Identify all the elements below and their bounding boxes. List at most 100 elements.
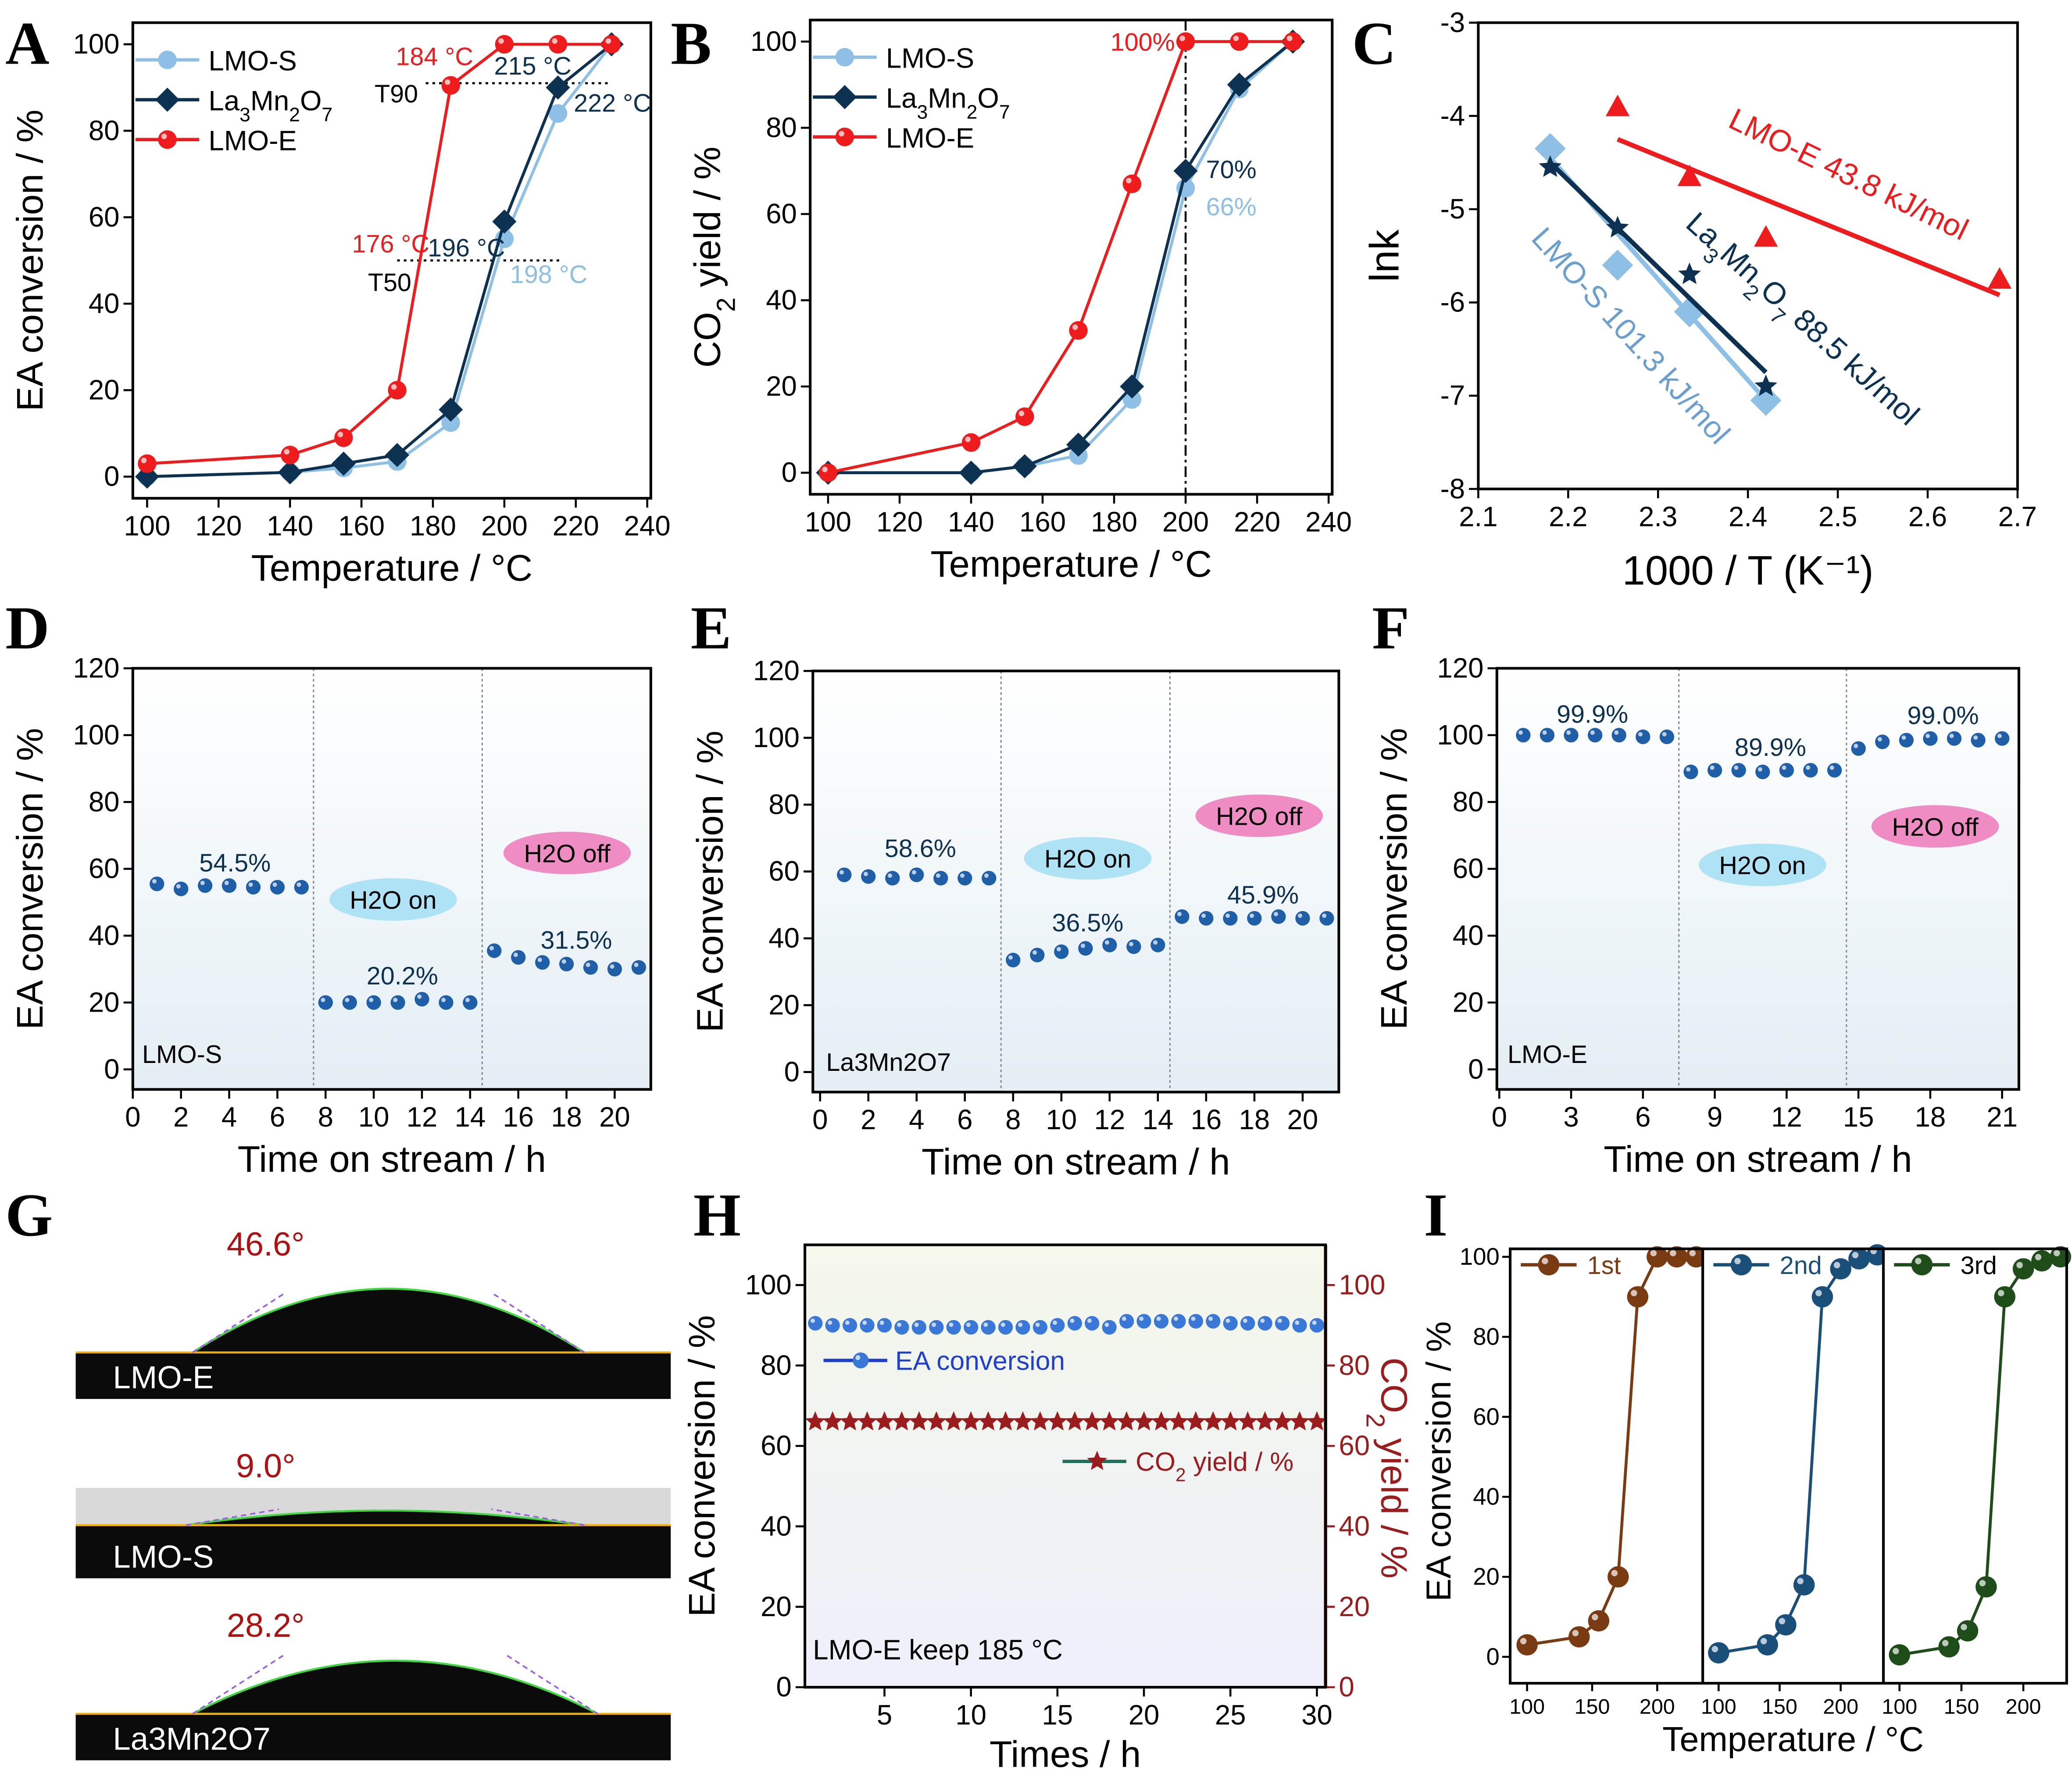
data-point-highlight [465, 998, 470, 1002]
series-LMO-E [138, 35, 621, 473]
y-tick-label: 40 [766, 285, 797, 316]
data-point [1119, 1314, 1134, 1329]
data-point [1275, 1316, 1290, 1331]
data-point [548, 104, 568, 123]
panel-F: 0 3 6 9 12 15 18 21 0 20 40 60 80 100 120 99.9% 89.9% 99.… [1373, 653, 2020, 1180]
data-point-highlight [1815, 1290, 1822, 1296]
panel-label: D [5, 594, 50, 662]
x-tick-label: 2.2 [1549, 501, 1587, 532]
annotation: 184 °C [396, 43, 473, 71]
data-point [1168, 1411, 1189, 1431]
panel-D: 0 2 4 6 8 10 12 14 16 18 20 0 20 40 60 80 100 120 54.5% 20.… [9, 653, 652, 1180]
data-point [1606, 215, 1629, 238]
data-point [1283, 32, 1302, 51]
tangent-line [186, 1508, 279, 1526]
data-point-highlight [610, 964, 614, 969]
data-point-highlight [1760, 1638, 1767, 1645]
data-point-highlight [1035, 1322, 1040, 1327]
y-tick-label: 120 [753, 655, 800, 687]
h2o-off-badge [1195, 794, 1323, 837]
data-point-highlight [634, 962, 639, 967]
data-point [1186, 1411, 1206, 1431]
data-point-highlight [1008, 955, 1013, 960]
data-point-highlight [1734, 1258, 1741, 1264]
x-axis-label: Temperature / °C [930, 543, 1212, 584]
data-point [548, 35, 568, 54]
y-tick-label: 100 [745, 1269, 792, 1300]
annotation: 66% [1206, 193, 1257, 221]
data-point [1030, 948, 1045, 962]
data-point [342, 995, 357, 1010]
data-point-highlight [1542, 730, 1547, 735]
legend-label: LMO-E [886, 122, 974, 154]
x-tick-label: 2 [173, 1102, 189, 1133]
legend-label: EA conversion [895, 1345, 1065, 1375]
data-point [1120, 374, 1144, 399]
data-point-highlight [1590, 730, 1595, 735]
data-point [1078, 941, 1093, 956]
data-point [1255, 1411, 1275, 1431]
x-tick-label: 200 [2006, 1695, 2041, 1719]
data-point [1030, 1411, 1050, 1431]
data-point-highlight [1758, 767, 1762, 772]
fit-line [1616, 137, 2001, 297]
panel-A: 100 120 140 160 180 200 220 240 0 20 40 60 80 100 LMO-… [9, 21, 671, 589]
data-point [1516, 728, 1531, 743]
x-tick-label: 200 [1823, 1695, 1858, 1719]
data-point-highlight [1126, 178, 1132, 184]
x-tick-label: 240 [1305, 506, 1352, 537]
data-point [1947, 731, 1962, 746]
data-point-highlight [1225, 1318, 1230, 1323]
data-point-highlight [1997, 733, 2002, 738]
data-point [1116, 1411, 1137, 1431]
data-point-highlight [1520, 1638, 1527, 1645]
data-point-highlight [161, 133, 167, 140]
data-point [877, 1318, 892, 1333]
data-point [857, 1411, 878, 1431]
data-point-highlight [1542, 1258, 1548, 1264]
x-tick-label: 2.5 [1818, 501, 1857, 532]
data-point [1102, 1320, 1117, 1335]
data-point [1085, 1316, 1100, 1331]
panel-label: I [1424, 1181, 1447, 1249]
data-point [1307, 1411, 1327, 1431]
data-point [961, 1411, 981, 1431]
data-point [825, 1318, 840, 1333]
data-point-highlight [1892, 1648, 1899, 1654]
data-point [1065, 1411, 1085, 1431]
data-point-highlight [297, 882, 301, 887]
legend-label: LMO-E [208, 125, 297, 156]
y-tick-label: 20 [89, 987, 120, 1018]
data-point-highlight [1153, 940, 1158, 945]
data-point [1082, 1411, 1102, 1431]
annotation: LMO-S [142, 1041, 222, 1069]
data-point [1938, 1636, 1960, 1658]
data-point-highlight [1156, 1316, 1161, 1321]
data-point-highlight [1670, 1250, 1676, 1256]
data-point-highlight [1274, 912, 1279, 916]
data-point [1602, 249, 1633, 281]
data-point-highlight [1710, 765, 1715, 770]
y-tick-label: 120 [73, 653, 119, 684]
x-tick-label: 200 [1162, 506, 1209, 537]
x-tick-label: 200 [1640, 1695, 1675, 1719]
y2-tick-label: 40 [1339, 1511, 1370, 1542]
y-tick-label: 20 [1473, 1563, 1500, 1590]
panel-G-contact-angles: 46.6° LMO-E 9.0° LMO-S 28.2° La3Mn2O7 [75, 1226, 671, 1760]
data-point-highlight [1032, 950, 1037, 955]
data-point-highlight [1614, 730, 1619, 735]
data-point-highlight [1018, 1322, 1023, 1327]
data-point [861, 869, 876, 884]
y-tick-label: 100 [1437, 719, 1483, 751]
x-axis-label: Time on stream / h [1604, 1138, 1912, 1180]
x-tick-label: 2.6 [1908, 501, 1947, 532]
series-1st [1516, 1246, 1707, 1656]
data-point [1126, 939, 1141, 954]
data-point-highlight [537, 957, 542, 962]
data-point-highlight [1225, 913, 1230, 918]
data-point-highlight [489, 946, 494, 951]
droplet [189, 1288, 588, 1354]
data-point [1223, 911, 1238, 926]
